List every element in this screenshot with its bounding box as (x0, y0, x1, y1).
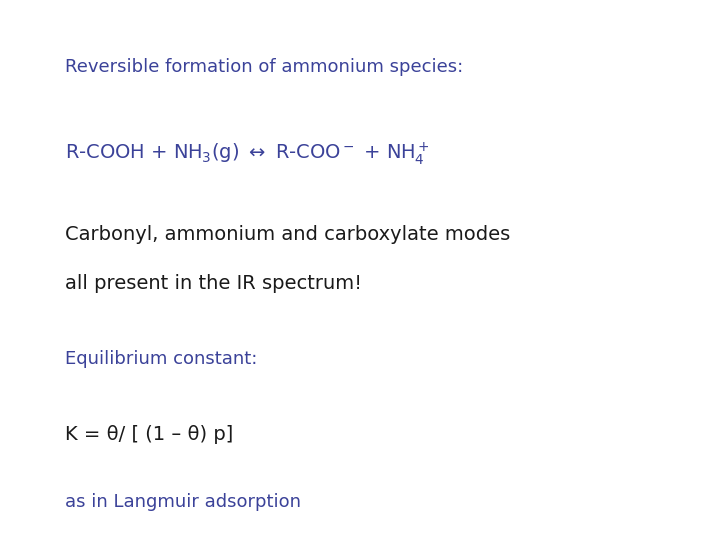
Text: Carbonyl, ammonium and carboxylate modes: Carbonyl, ammonium and carboxylate modes (65, 225, 510, 245)
Text: K = θ/ [ (1 – θ) p]: K = θ/ [ (1 – θ) p] (65, 425, 233, 444)
Text: Reversible formation of ammonium species:: Reversible formation of ammonium species… (65, 58, 463, 77)
Text: as in Langmuir adsorption: as in Langmuir adsorption (65, 493, 301, 511)
Text: R-COOH + NH$_3$(g) $\leftrightarrow$ R-COO$^-$ + NH$_4^+$: R-COOH + NH$_3$(g) $\leftrightarrow$ R-C… (65, 140, 429, 167)
Text: all present in the IR spectrum!: all present in the IR spectrum! (65, 274, 362, 293)
Text: Equilibrium constant:: Equilibrium constant: (65, 350, 257, 368)
